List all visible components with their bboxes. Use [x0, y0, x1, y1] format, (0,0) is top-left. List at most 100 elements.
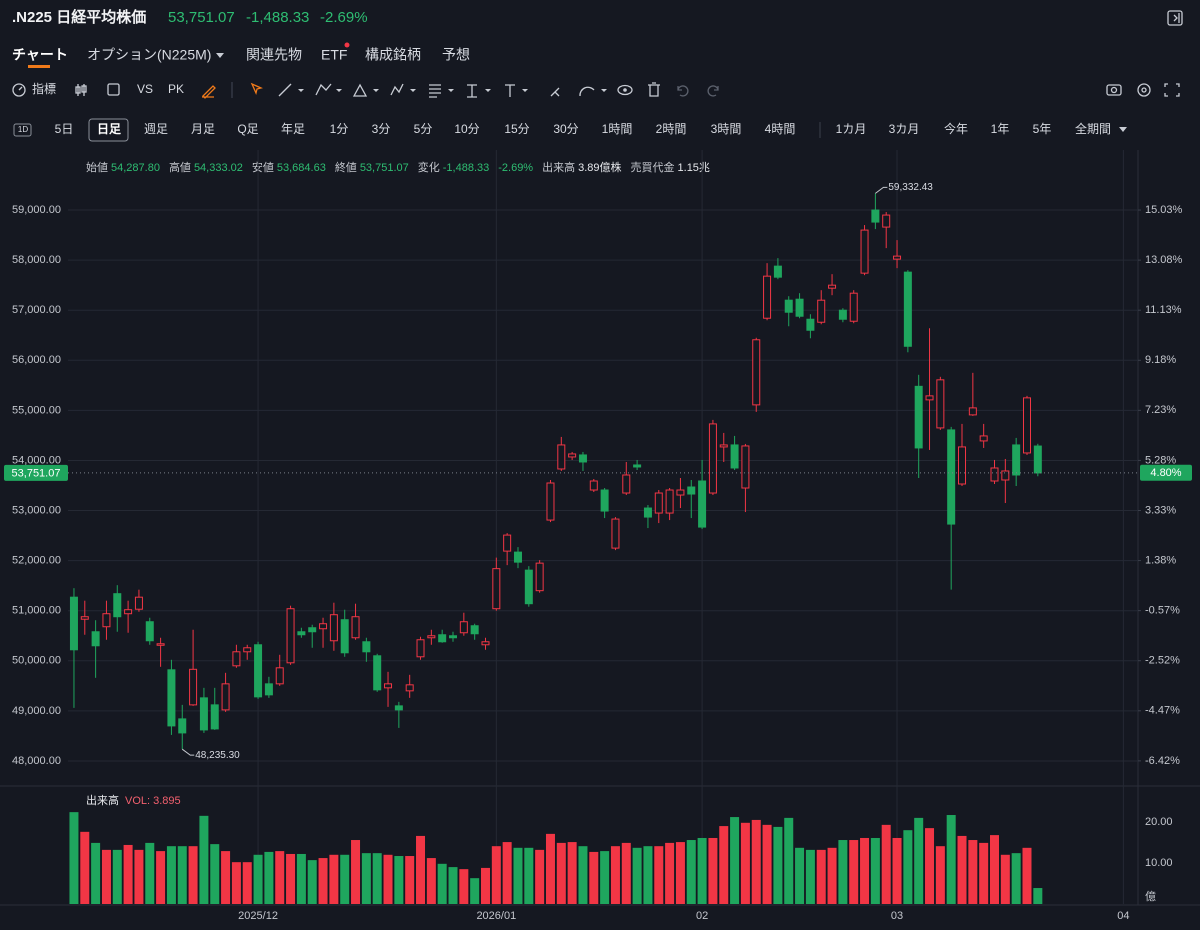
- candle-body: [676, 489, 685, 496]
- period[interactable]: 日足: [97, 122, 121, 136]
- info-value: 3.89億株: [578, 160, 621, 174]
- period-dropdown[interactable]: [1119, 127, 1127, 132]
- volume-bar: [903, 830, 913, 904]
- volume-bar: [708, 837, 718, 904]
- tab[interactable]: オプション(N225M): [87, 47, 211, 63]
- toolbar-item[interactable]: 指標: [32, 81, 56, 96]
- tab[interactable]: 関連先物: [246, 47, 302, 63]
- toolbar-item[interactable]: VS: [137, 82, 153, 96]
- candle-body: [752, 339, 761, 406]
- period[interactable]: 1D: [18, 125, 28, 134]
- volume-bar: [600, 851, 610, 904]
- volume-bar: [751, 819, 761, 904]
- volume-bar: [654, 846, 664, 904]
- volume-bar: [957, 835, 967, 904]
- volume-bar: [925, 828, 935, 904]
- volume-bar: [307, 860, 317, 904]
- candle-body: [416, 639, 425, 658]
- candle-body: [578, 454, 587, 463]
- volume-bar: [719, 826, 729, 904]
- period[interactable]: 2時間: [656, 122, 687, 136]
- tab-underline: [28, 65, 50, 68]
- tab[interactable]: ETF: [321, 47, 347, 63]
- candle-body: [492, 568, 501, 610]
- period[interactable]: 1年: [991, 122, 1010, 136]
- period[interactable]: 全期間: [1075, 121, 1111, 136]
- info-label: 終値: [335, 160, 357, 174]
- period[interactable]: 3時間: [711, 122, 742, 136]
- volume-bar: [556, 842, 566, 904]
- candle-body: [264, 683, 273, 696]
- period[interactable]: 15分: [504, 122, 529, 136]
- info-value: -1,488.33: [443, 162, 489, 174]
- candle-body: [611, 518, 620, 549]
- expand-icon[interactable]: [1167, 10, 1183, 26]
- volume-tick-label: 億: [1145, 890, 1156, 903]
- period[interactable]: 今年: [944, 121, 968, 136]
- period[interactable]: 4時間: [765, 122, 796, 136]
- period[interactable]: 月足: [191, 122, 215, 136]
- volume-bar: [838, 840, 848, 904]
- volume-bar: [372, 853, 382, 904]
- candle-body: [535, 562, 544, 592]
- volume-bar: [437, 863, 447, 904]
- period[interactable]: 年足: [281, 122, 305, 136]
- notification-dot: [344, 42, 350, 48]
- candle-body: [243, 647, 252, 653]
- volume-bar: [264, 851, 274, 904]
- candle-body: [178, 718, 187, 734]
- period[interactable]: 5分: [414, 122, 433, 136]
- volume-bar: [686, 840, 696, 904]
- volume-bar: [816, 849, 826, 904]
- y-tick-label: 52,000.00: [12, 555, 61, 567]
- period[interactable]: 10分: [454, 122, 479, 136]
- volume-bar: [286, 853, 296, 904]
- volume-bar: [795, 847, 805, 904]
- y2-tick-label: 9.18%: [1145, 354, 1176, 366]
- period[interactable]: Q足: [237, 122, 258, 136]
- period[interactable]: 1分: [330, 122, 349, 136]
- candle-body: [329, 614, 338, 642]
- candle-body: [849, 292, 858, 322]
- candle-body: [232, 651, 241, 667]
- volume-bar: [881, 824, 891, 904]
- tab[interactable]: チャート: [12, 47, 68, 63]
- period[interactable]: 1カ月: [836, 122, 867, 136]
- candle-body: [459, 621, 468, 634]
- candle-body: [882, 214, 891, 228]
- period[interactable]: 5日: [55, 122, 74, 136]
- y-tick-label: 50,000.00: [12, 655, 61, 667]
- toolbar-item[interactable]: PK: [168, 82, 184, 96]
- info-label: 変化: [418, 160, 440, 174]
- toolbar-icons[interactable]: [12, 82, 1180, 99]
- period[interactable]: 3カ月: [889, 122, 920, 136]
- volume-bar: [361, 853, 371, 904]
- volume-bar: [405, 856, 415, 904]
- candle-body: [167, 669, 176, 727]
- tab[interactable]: 構成銘柄: [365, 47, 421, 63]
- volume-bar: [134, 849, 144, 904]
- candle-body: [600, 489, 609, 512]
- volume-bar: [979, 842, 989, 904]
- volume-title: 出来高: [86, 793, 119, 807]
- y-tick-label: 53,000.00: [12, 504, 61, 516]
- tab[interactable]: 予想: [442, 47, 470, 63]
- period[interactable]: 3分: [372, 122, 391, 136]
- y2-tick-label: 13.08%: [1145, 254, 1183, 266]
- period[interactable]: 5年: [1033, 122, 1052, 136]
- period[interactable]: 1時間: [602, 122, 633, 136]
- y-tick-label: 57,000.00: [12, 304, 61, 316]
- volume-bar: [935, 846, 945, 904]
- info-label: 売買代金: [631, 160, 675, 174]
- volume-bar: [643, 846, 653, 904]
- volume-bar: [665, 842, 675, 904]
- info-label: 高値: [169, 160, 191, 174]
- candle-body: [373, 655, 382, 691]
- period[interactable]: 週足: [144, 122, 168, 136]
- volume-bar: [394, 856, 404, 904]
- volume-bar: [567, 842, 577, 904]
- dropdown-arrow[interactable]: [216, 53, 224, 58]
- volume-bar: [459, 869, 469, 904]
- period[interactable]: 30分: [553, 122, 578, 136]
